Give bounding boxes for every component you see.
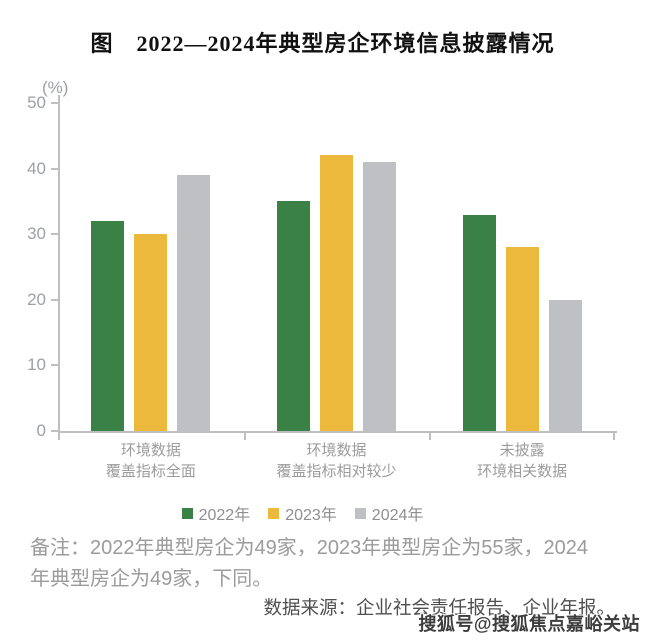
bar-2022-group3 (462, 214, 496, 431)
x-category-label: 环境数据覆盖指标相对较少 (244, 440, 430, 482)
legend-label: 2023年 (285, 507, 337, 524)
y-tick-label: 10 (27, 355, 46, 375)
bar-2023-group1 (134, 234, 168, 431)
legend-item-2022: 2022年 (181, 501, 251, 525)
x-category-line-1: 环境数据 (120, 442, 181, 459)
watermark-text: 搜狐号@搜狐焦点嘉峪关站 (418, 614, 640, 634)
legend-label: 2022年 (198, 507, 251, 524)
data-source-text: 数据来源：企业社会责任报告、企业年报。 (263, 597, 615, 618)
y-tick-mark (51, 102, 58, 104)
note-line-2: 年典型房企为49家，下同。 (30, 568, 273, 590)
x-category-line-1: 环境数据 (306, 442, 367, 459)
y-tick-label: 30 (27, 224, 46, 244)
y-axis-line (58, 95, 60, 433)
plot-area: 0 10 20 30 40 50 环境数据 覆盖指标全面 环境数据 覆盖指标相对较少 未披露 环境相关… (27, 93, 617, 480)
note-line-1: 备注：2022年典型房企为49家，2023年典型房企为55家，2024 (30, 537, 588, 559)
x-category-line-2: 环境相关数据 (477, 463, 568, 480)
legend-label: 2024年 (371, 507, 424, 524)
y-tick-mark (51, 233, 58, 236)
legend-swatch-icon (354, 507, 366, 519)
y-tick-label: 50 (27, 93, 46, 112)
y-axis-unit-label: (%) (42, 78, 69, 97)
bar-2024-group3 (548, 299, 582, 431)
chart-title: 图 2022—2024年典型房企环境信息披露情况 (90, 31, 555, 56)
legend-swatch-icon (181, 507, 193, 519)
y-tick-label: 40 (27, 158, 46, 178)
y-tick-mark (51, 364, 58, 367)
note-text: 备注：2022年典型房企为49家，2023年典型房企为55家，2024 年典型房… (30, 533, 645, 595)
legend-item-2024: 2024年 (354, 501, 424, 525)
x-tick-mark (58, 433, 60, 440)
bar-2024-group2 (363, 162, 396, 431)
y-tick-mark (51, 167, 58, 170)
x-category-line-2: 覆盖指标全面 (105, 463, 196, 480)
y-tick-mark (51, 430, 58, 432)
y-tick-label: 0 (36, 421, 46, 440)
bar-2023-group2 (320, 155, 353, 431)
x-tick-mark (243, 433, 246, 440)
bar-2023-group3 (505, 247, 539, 431)
x-category-label: 未披露 环境相关数据 (429, 440, 615, 482)
x-category-line-2: 覆盖指标相对较少 (276, 463, 397, 480)
x-category-label: 环境数据覆盖指标全面 (58, 440, 244, 482)
bar-2024-group1 (177, 175, 211, 431)
x-tick-mark (429, 433, 432, 440)
legend-item-2023: 2023年 (268, 501, 337, 525)
bar-2022-group1 (91, 221, 125, 431)
legend-swatch-icon (268, 507, 280, 519)
legend: 2022年 2023年 2024年 (0, 501, 605, 525)
x-axis-line (58, 431, 617, 433)
bar-2022-group2 (277, 201, 310, 431)
y-tick-label: 20 (27, 289, 46, 309)
x-tick-mark (613, 433, 615, 440)
y-tick-mark (51, 298, 58, 301)
x-category-line-1: 未披露 (499, 442, 545, 459)
